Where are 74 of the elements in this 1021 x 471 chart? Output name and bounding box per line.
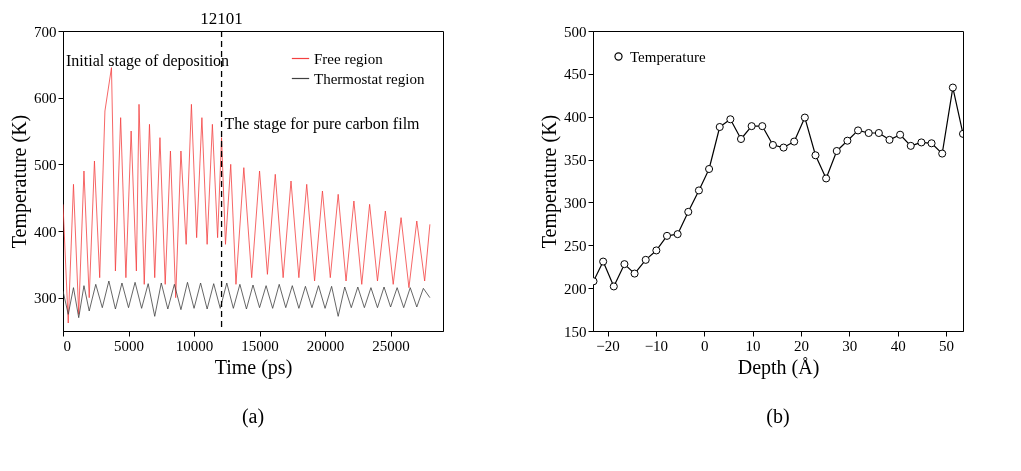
legend-label: Thermostat region bbox=[314, 70, 425, 87]
ref-line-label: 12101 bbox=[200, 9, 243, 28]
y-tick-label: 300 bbox=[34, 290, 57, 307]
point bbox=[800, 113, 809, 122]
y-tick-label: 150 bbox=[564, 323, 587, 340]
text: (b) bbox=[766, 405, 790, 428]
y-axis-title: Temperature (K) bbox=[8, 114, 31, 249]
y-tick-label: 700 bbox=[34, 23, 57, 40]
point bbox=[948, 83, 957, 92]
annotation: The stage for pure carbon film bbox=[224, 115, 421, 133]
x-axis-title: Time (ps) bbox=[214, 355, 293, 379]
point bbox=[694, 186, 703, 195]
point bbox=[705, 164, 714, 174]
y-tick-label: 350 bbox=[564, 152, 587, 169]
point bbox=[927, 139, 936, 148]
annotation: Initial stage of deposition bbox=[66, 52, 230, 70]
x-tick-label: 30 bbox=[842, 337, 858, 354]
x-tick-label: −20 bbox=[596, 337, 620, 354]
text: (a) bbox=[241, 405, 265, 428]
point bbox=[874, 128, 883, 138]
point bbox=[620, 260, 629, 269]
point bbox=[864, 128, 873, 138]
x-tick-label: 50 bbox=[939, 337, 955, 354]
point bbox=[854, 126, 863, 135]
point bbox=[726, 115, 735, 124]
point bbox=[684, 207, 693, 216]
point bbox=[938, 149, 947, 158]
point bbox=[599, 257, 608, 266]
line-series bbox=[63, 280, 431, 319]
x-tick-label: 40 bbox=[890, 337, 906, 354]
x-axis-title: Depth (Å) bbox=[737, 355, 820, 379]
point bbox=[641, 255, 650, 264]
point bbox=[652, 246, 661, 255]
point bbox=[630, 269, 639, 278]
x-tick-label: 5000 bbox=[114, 337, 145, 354]
y-tick-label: 500 bbox=[34, 156, 57, 173]
x-tick-label: 25000 bbox=[372, 337, 410, 354]
y-tick-label: 300 bbox=[564, 194, 587, 211]
point bbox=[811, 151, 820, 160]
point bbox=[843, 136, 852, 145]
point bbox=[673, 230, 682, 239]
point bbox=[662, 231, 672, 240]
point bbox=[885, 135, 894, 144]
point bbox=[609, 282, 618, 291]
x-tick-label: 10000 bbox=[175, 337, 214, 354]
y-tick-label: 200 bbox=[564, 280, 587, 297]
x-tick-label: 10 bbox=[745, 337, 761, 354]
point bbox=[768, 140, 777, 150]
y-tick-label: 450 bbox=[564, 66, 587, 83]
legend-label: Free region bbox=[314, 50, 384, 67]
x-tick-label: 20 bbox=[793, 337, 809, 354]
point bbox=[917, 138, 926, 147]
point bbox=[906, 141, 915, 150]
point bbox=[715, 122, 724, 132]
x-tick-label: 0 bbox=[63, 337, 71, 354]
point bbox=[747, 122, 756, 131]
y-tick-label: 600 bbox=[34, 90, 57, 107]
point bbox=[896, 130, 905, 139]
y-tick-label: 250 bbox=[564, 237, 587, 254]
x-tick-label: −10 bbox=[644, 337, 669, 354]
legend-label: Temperature bbox=[630, 48, 706, 65]
point bbox=[758, 122, 767, 131]
y-tick-label: 400 bbox=[34, 223, 57, 240]
point bbox=[822, 174, 831, 183]
x-tick-label: 15000 bbox=[241, 337, 279, 354]
point bbox=[832, 146, 841, 156]
x-tick-label: 0 bbox=[700, 337, 709, 354]
point bbox=[736, 134, 746, 144]
point bbox=[779, 143, 788, 152]
y-axis-title: Temperature (K) bbox=[538, 114, 561, 249]
point bbox=[790, 137, 799, 146]
y-tick-label: 500 bbox=[564, 23, 587, 40]
x-tick-label: 20000 bbox=[306, 337, 345, 354]
y-tick-label: 400 bbox=[564, 109, 587, 126]
